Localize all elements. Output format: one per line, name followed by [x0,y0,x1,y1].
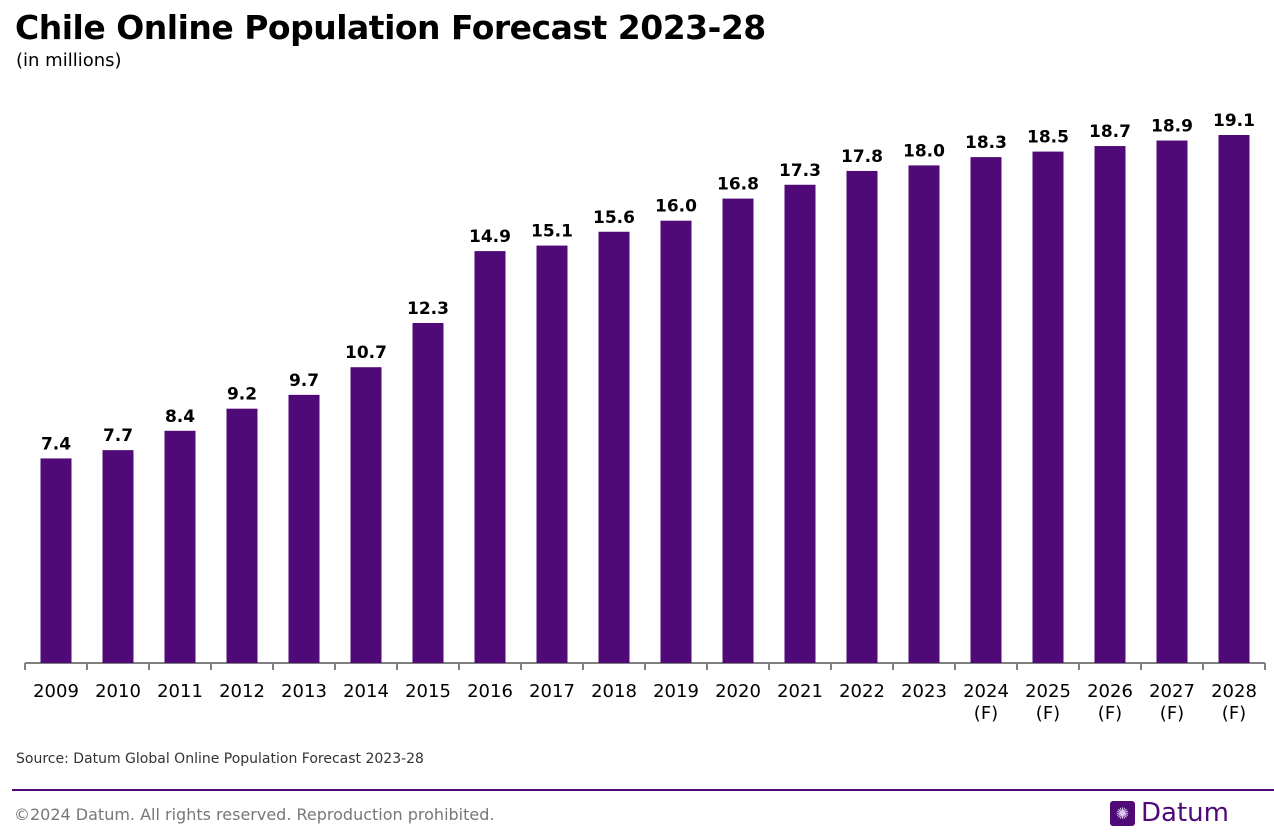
datum-logo: ✺ Datum [1110,798,1229,828]
data-label: 18.3 [965,133,1007,153]
data-label: 14.9 [469,227,511,247]
data-label: 17.8 [841,147,883,167]
data-label: 7.7 [103,426,133,446]
bar [660,220,692,663]
data-label: 9.2 [227,385,257,405]
bar [350,367,382,663]
x-tick-label: 2014 [343,681,389,702]
data-label: 17.3 [779,161,821,181]
copyright: ©2024 Datum. All rights reserved. Reprod… [14,805,495,824]
bar [1094,146,1126,663]
footer-divider [12,789,1274,791]
data-label: 18.5 [1027,128,1069,148]
x-tick-label: (F) [974,703,998,724]
bar [164,430,196,663]
chart-title: Chile Online Population Forecast 2023-28 [15,8,766,47]
x-tick-label: 2012 [219,681,265,702]
x-tick-label: 2026 [1087,681,1133,702]
data-label: 19.1 [1213,111,1255,131]
bar [1218,135,1250,663]
x-tick-label: (F) [1222,703,1246,724]
data-label: 18.7 [1089,122,1131,142]
globe-icon: ✺ [1110,800,1135,826]
data-label: 16.0 [655,197,697,217]
source-note: Source: Datum Global Online Population F… [16,751,424,767]
x-tick-label: 2016 [467,681,513,702]
x-tick-label: 2027 [1149,681,1195,702]
x-tick-label: 2010 [95,681,141,702]
bar [226,408,258,663]
bar [474,251,506,663]
x-tick-label: 2025 [1025,681,1071,702]
x-tick-label: 2019 [653,681,699,702]
data-label: 8.4 [165,407,195,427]
bar [1032,151,1064,664]
x-tick-label: 2015 [405,681,451,702]
bar [40,458,72,663]
data-label: 16.8 [717,175,759,195]
x-tick-label: 2022 [839,681,885,702]
data-label: 10.7 [345,343,387,363]
x-tick-label: 2028 [1211,681,1257,702]
data-label: 15.6 [593,208,635,228]
x-tick-label: (F) [1098,703,1122,724]
data-label: 7.4 [41,434,71,454]
x-tick-label: 2017 [529,681,575,702]
bar [908,165,940,663]
data-label: 18.9 [1151,117,1193,137]
x-tick-label: 2020 [715,681,761,702]
x-tick-label: 2013 [281,681,327,702]
bar [846,170,878,663]
bar [1156,140,1188,663]
x-tick-label: (F) [1036,703,1060,724]
bar [598,231,630,664]
chart-subtitle: (in millions) [16,50,122,71]
x-tick-label: 2018 [591,681,637,702]
x-tick-label: 2023 [901,681,947,702]
data-label: 15.1 [531,222,573,242]
bar [288,394,320,663]
logo-text: Datum [1141,798,1229,828]
bar [102,450,134,663]
x-tick-label: 2021 [777,681,823,702]
bar [536,245,568,663]
x-tick-label: 2024 [963,681,1009,702]
x-tick-label: (F) [1160,703,1184,724]
bar [970,157,1002,664]
data-label: 12.3 [407,299,449,319]
data-label: 18.0 [903,141,945,161]
bar [412,322,444,663]
bar [784,184,816,663]
bar [722,198,754,663]
x-tick-label: 2011 [157,681,203,702]
x-tick-label: 2009 [33,681,79,702]
data-label: 9.7 [289,371,319,391]
